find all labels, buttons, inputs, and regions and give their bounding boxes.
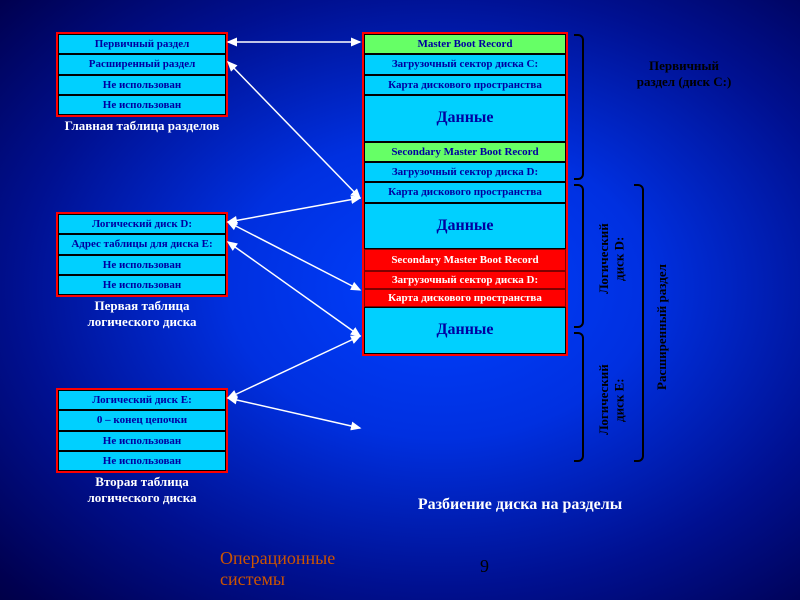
bracket-extended [634,184,644,462]
disk-section: Карта дискового пространства [364,75,566,95]
label-logical-e: Логическийдиск E: [596,340,627,460]
disk-section: Загрузочный сектор диска D: [364,271,566,289]
page-number: 9 [480,556,489,577]
disk-section: Карта дискового пространства [364,182,566,202]
table-row: Первичный раздел [58,34,226,54]
first-logical-table: Логический диск D:Адрес таблицы для диск… [56,212,228,297]
label-extended-partition: Расширенный раздел [654,212,670,442]
disk-section: Загрузочный сектор диска D: [364,162,566,182]
disk-section: Карта дискового пространства [364,289,566,307]
table-row: Расширенный раздел [58,54,226,74]
table-row: Не использован [58,275,226,295]
main-partition-table: Первичный разделРасширенный разделНе исп… [56,32,228,117]
table-row: 0 – конец цепочки [58,410,226,430]
disk-section: Данные [364,95,566,142]
label-logical-d: Логическийдиск D: [596,194,627,324]
table-row: Логический диск D: [58,214,226,234]
second-logical-table-caption: Вторая таблицалогического диска [46,474,238,507]
table-row: Не использован [58,255,226,275]
bracket-log-e [574,332,584,462]
disk-section: Загрузочный сектор диска C: [364,54,566,74]
disk-section: Master Boot Record [364,34,566,54]
table-row: Не использован [58,431,226,451]
disk-section: Данные [364,203,566,250]
first-logical-table-caption: Первая таблицалогического диска [46,298,238,331]
table-row: Не использован [58,75,226,95]
diagram-title: Разбиение диска на разделы [360,495,680,515]
table-row: Адрес таблицы для диска E: [58,234,226,254]
bracket-primary [574,34,584,180]
bracket-log-d [574,184,584,328]
table-row: Не использован [58,451,226,471]
second-logical-table: Логический диск E:0 – конец цепочкиНе ис… [56,388,228,473]
disk-section: Secondary Master Boot Record [364,249,566,271]
disk-section: Secondary Master Boot Record [364,142,566,162]
footer-text: Операционныесистемы [220,548,335,590]
disk-layout-column: Master Boot RecordЗагрузочный сектор дис… [362,32,568,356]
label-primary-partition: Первичныйраздел (диск C:) [604,58,764,91]
table-row: Не использован [58,95,226,115]
disk-section: Данные [364,307,566,354]
main-partition-table-caption: Главная таблица разделов [46,118,238,134]
table-row: Логический диск E: [58,390,226,410]
